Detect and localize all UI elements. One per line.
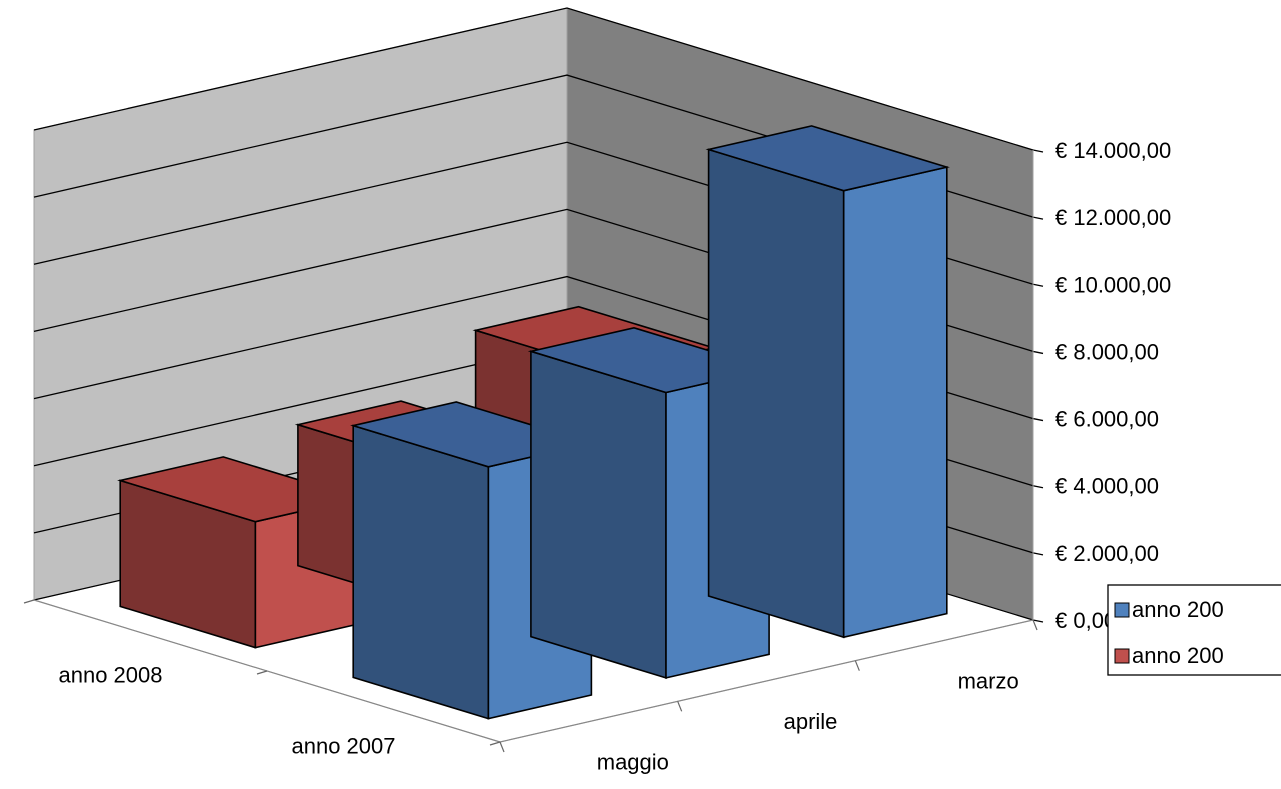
axes xyxy=(23,149,1044,753)
value-axis-tick-label: € 10.000,00 xyxy=(1055,272,1171,297)
value-axis-tick xyxy=(1032,552,1044,556)
value-axis-tick xyxy=(1032,350,1044,355)
value-axis-tick-label: € 2.000,00 xyxy=(1055,541,1159,566)
legend-swatch xyxy=(1114,648,1130,664)
bar-left-face xyxy=(707,148,845,639)
legend-label: anno 200 xyxy=(1132,643,1224,668)
bar-front-face xyxy=(842,166,948,639)
depth-label: anno 2007 xyxy=(292,734,396,759)
category-label: marzo xyxy=(958,668,1019,693)
value-axis-tick xyxy=(1032,417,1044,422)
value-axis-tick-labels: € 0,00 € 2.000,00 € 4.000,00 € 6.000,00 € 8.… xyxy=(1055,138,1171,633)
legend-label: anno 200 xyxy=(1132,597,1224,622)
bar xyxy=(705,125,950,639)
value-axis-tick-label: € 12.000,00 xyxy=(1055,205,1171,230)
category-axis-tick xyxy=(1032,619,1038,631)
value-axis-tick-label: € 4.000,00 xyxy=(1055,474,1159,499)
value-axis-tick xyxy=(1032,283,1044,287)
bar-left-face xyxy=(352,424,490,720)
value-axis-tick-label: € 0,00 xyxy=(1055,608,1116,633)
category-label: maggio xyxy=(597,750,669,775)
bars xyxy=(117,125,950,720)
category-axis-tick xyxy=(499,741,505,753)
bar-top-face xyxy=(705,125,950,192)
depth-label: anno 2008 xyxy=(59,663,163,688)
category-axis-tick xyxy=(854,660,860,671)
legend-box xyxy=(1107,584,1281,676)
gridline xyxy=(33,7,1034,151)
value-axis-tick xyxy=(1032,216,1044,220)
category-axis-line xyxy=(499,619,1034,743)
legend-swatch xyxy=(1114,602,1130,618)
category-axis-tick xyxy=(677,701,683,712)
value-axis-tick xyxy=(1032,619,1044,623)
depth-axis-tick xyxy=(23,599,35,604)
value-axis-tick xyxy=(1032,485,1044,489)
category-label: aprile xyxy=(784,709,838,734)
category-labels: maggio aprile marzo anno 2007 anno 2008 xyxy=(59,663,1019,775)
value-axis-tick-label: € 6.000,00 xyxy=(1055,407,1159,432)
value-axis-tick-label: € 14.000,00 xyxy=(1055,138,1171,163)
value-axis-tick-label: € 8.000,00 xyxy=(1055,339,1159,364)
value-axis-tick xyxy=(1032,149,1044,153)
depth-axis-tick xyxy=(489,741,501,746)
depth-axis-tick xyxy=(256,670,268,675)
bar-left-face xyxy=(530,350,667,679)
legend: anno 200 anno 200 xyxy=(1107,584,1281,676)
